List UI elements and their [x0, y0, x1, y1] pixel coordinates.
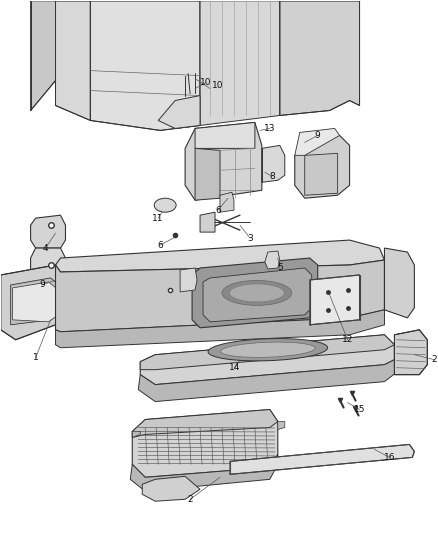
Text: 1: 1 [33, 353, 39, 362]
Polygon shape [230, 445, 414, 474]
Polygon shape [205, 1, 220, 116]
Polygon shape [130, 455, 278, 491]
Ellipse shape [230, 284, 284, 302]
Polygon shape [262, 146, 285, 182]
Text: 2: 2 [187, 495, 193, 504]
Text: 15: 15 [354, 405, 365, 414]
Text: 9: 9 [315, 131, 321, 140]
Polygon shape [200, 212, 215, 232]
Text: 6: 6 [215, 206, 221, 215]
Polygon shape [132, 432, 140, 438]
Polygon shape [142, 477, 200, 501]
Polygon shape [140, 335, 395, 385]
Polygon shape [200, 1, 280, 125]
Text: 3: 3 [247, 233, 253, 243]
Polygon shape [56, 260, 385, 332]
Polygon shape [132, 409, 278, 478]
Text: 8: 8 [269, 172, 275, 181]
Polygon shape [56, 1, 90, 120]
Text: 2: 2 [431, 355, 437, 364]
Polygon shape [31, 215, 66, 248]
Polygon shape [56, 310, 385, 348]
Polygon shape [295, 128, 339, 155]
Polygon shape [195, 123, 255, 148]
Polygon shape [1, 265, 71, 340]
Ellipse shape [208, 338, 328, 361]
Polygon shape [13, 282, 59, 322]
Ellipse shape [154, 198, 176, 212]
Polygon shape [235, 1, 250, 116]
Polygon shape [132, 409, 278, 438]
Text: 12: 12 [342, 335, 353, 344]
Polygon shape [180, 268, 197, 292]
Polygon shape [31, 1, 56, 110]
Polygon shape [158, 95, 200, 128]
Text: 14: 14 [229, 363, 240, 372]
Polygon shape [90, 1, 200, 131]
Polygon shape [280, 1, 360, 116]
Polygon shape [385, 248, 414, 318]
Polygon shape [265, 1, 280, 116]
Text: 5: 5 [277, 263, 283, 272]
Text: 9: 9 [40, 280, 46, 289]
Polygon shape [11, 278, 63, 325]
Polygon shape [140, 335, 395, 370]
Text: 10: 10 [212, 81, 224, 90]
Polygon shape [310, 275, 360, 325]
Polygon shape [185, 123, 262, 200]
Polygon shape [295, 135, 350, 198]
Polygon shape [192, 258, 318, 328]
Text: 16: 16 [384, 453, 395, 462]
Polygon shape [305, 154, 338, 195]
Polygon shape [250, 1, 265, 116]
Polygon shape [265, 251, 280, 269]
Ellipse shape [222, 280, 292, 305]
Polygon shape [31, 248, 66, 278]
Ellipse shape [220, 342, 315, 358]
Text: 4: 4 [43, 244, 48, 253]
Text: 11: 11 [152, 214, 164, 223]
Text: 6: 6 [157, 240, 163, 249]
Polygon shape [220, 1, 235, 116]
Polygon shape [138, 360, 397, 401]
Text: 10: 10 [200, 78, 212, 87]
Polygon shape [278, 422, 285, 430]
Polygon shape [195, 148, 220, 200]
Polygon shape [56, 240, 385, 272]
Text: 13: 13 [264, 124, 276, 133]
Polygon shape [203, 268, 312, 322]
Polygon shape [395, 330, 427, 375]
Polygon shape [220, 192, 234, 212]
